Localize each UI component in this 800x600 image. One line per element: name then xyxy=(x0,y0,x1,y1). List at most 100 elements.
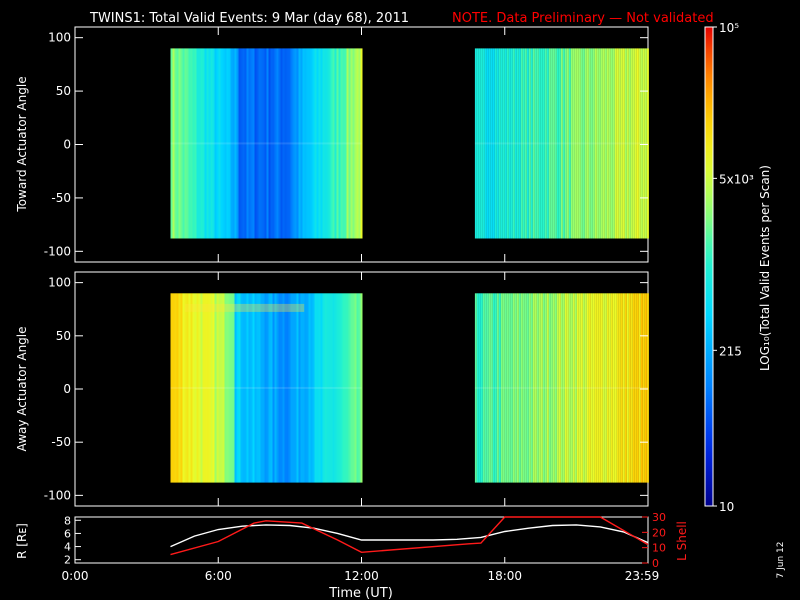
away-heatmap-column xyxy=(314,293,317,483)
away-heatmap-column xyxy=(348,293,351,483)
away-zero-angle-band xyxy=(474,386,648,389)
away-heatmap-column xyxy=(558,293,561,483)
orbit-left-ylabel: R [Rᴇ] xyxy=(15,523,29,559)
away-heatmap-column xyxy=(634,293,637,483)
toward-heatmap-column xyxy=(336,48,339,239)
toward-heatmap-column xyxy=(640,48,643,239)
away-heatmap-segment xyxy=(474,293,649,483)
toward-heatmap-column xyxy=(568,48,571,239)
toward-heatmap-column xyxy=(518,48,521,239)
away-heatmap-column xyxy=(350,293,353,483)
away-heatmap-column xyxy=(308,293,311,483)
away-heatmap-column xyxy=(260,293,263,483)
toward-heatmap-column xyxy=(522,48,525,239)
toward-heatmap-column xyxy=(642,48,645,239)
away-heatmap-column xyxy=(542,293,545,483)
toward-heatmap-column xyxy=(484,48,487,239)
toward-heatmap-column xyxy=(616,48,619,239)
away-heatmap-column xyxy=(210,293,213,483)
away-heatmap-column xyxy=(240,293,243,483)
toward-heatmap-column xyxy=(260,48,263,239)
toward-heatmap-column xyxy=(482,48,485,239)
toward-heatmap-column xyxy=(346,48,349,239)
side-date-stamp: 7 Jun 12 xyxy=(776,542,786,579)
toward-heatmap-column xyxy=(492,48,495,239)
toward-heatmap-column xyxy=(218,48,221,239)
toward-heatmap-column xyxy=(192,48,195,239)
away-heatmap-column xyxy=(196,293,199,483)
toward-heatmap-segment xyxy=(170,48,363,239)
away-heatmap-column xyxy=(620,293,623,483)
away-heatmap-column xyxy=(574,293,577,483)
away-heatmap-column xyxy=(336,293,339,483)
away-heatmap-column xyxy=(288,293,291,483)
away-heatmap-column xyxy=(616,293,619,483)
toward-heatmap-column xyxy=(234,48,237,239)
toward-heatmap-column xyxy=(302,48,305,239)
toward-heatmap-column xyxy=(644,48,647,239)
away-heatmap-column xyxy=(576,293,579,483)
toward-heatmap-column xyxy=(316,48,319,239)
away-heatmap-column xyxy=(292,293,295,483)
toward-heatmap-column xyxy=(626,48,629,239)
toward-heatmap-column xyxy=(612,48,615,239)
away-heatmap-column xyxy=(270,293,273,483)
away-heatmap-column xyxy=(482,293,485,483)
away-ylabel: Away Actuator Angle xyxy=(15,326,29,451)
toward-heatmap-column xyxy=(226,48,229,239)
away-heatmap-column xyxy=(614,293,617,483)
toward-heatmap-column xyxy=(320,48,323,239)
toward-heatmap-column xyxy=(288,48,291,239)
away-heatmap-column xyxy=(514,293,517,483)
away-heatmap-column xyxy=(310,293,313,483)
away-heatmap-column xyxy=(330,293,333,483)
toward-heatmap-column xyxy=(506,48,509,239)
away-heatmap-column xyxy=(624,293,627,483)
away-heatmap-column xyxy=(644,293,647,483)
away-heatmap-column xyxy=(564,293,567,483)
toward-heatmap-column xyxy=(500,48,503,239)
away-upper-band xyxy=(184,303,305,312)
plot-title: TWINS1: Total Valid Events: 9 Mar (day 6… xyxy=(89,11,409,26)
away-zero-angle-band xyxy=(170,386,362,389)
away-heatmap-column xyxy=(506,293,509,483)
toward-heatmap-column xyxy=(532,48,535,239)
away-heatmap-column xyxy=(512,293,515,483)
away-heatmap-column xyxy=(290,293,293,483)
away-heatmap-column xyxy=(586,293,589,483)
away-heatmap-column xyxy=(222,293,225,483)
away-heatmap-column xyxy=(510,293,513,483)
away-heatmap-column xyxy=(494,293,497,483)
away-heatmap-column xyxy=(316,293,319,483)
away-heatmap-column xyxy=(312,293,315,483)
away-heatmap-column xyxy=(532,293,535,483)
toward-heatmap-column xyxy=(534,48,537,239)
away-heatmap-column xyxy=(554,293,557,483)
time-axis-label: Time (UT) xyxy=(328,586,393,600)
away-heatmap-column xyxy=(332,293,335,483)
away-heatmap-column xyxy=(538,293,541,483)
away-heatmap-column xyxy=(204,293,207,483)
toward-heatmap-column xyxy=(322,48,325,239)
away-heatmap-column xyxy=(572,293,575,483)
away-heatmap-column xyxy=(320,293,323,483)
toward-heatmap-column xyxy=(298,48,301,239)
away-heatmap-panel: Away Actuator Angle 100 50 0 -50 -100 xyxy=(15,271,649,507)
toward-heatmap-column xyxy=(352,48,355,239)
away-heatmap-column xyxy=(254,293,257,483)
toward-heatmap-column xyxy=(572,48,575,239)
toward-heatmap-column xyxy=(628,48,631,239)
away-heatmap-column xyxy=(522,293,525,483)
away-heatmap-column xyxy=(242,293,245,483)
away-heatmap-column xyxy=(170,293,173,483)
away-heatmap-column xyxy=(498,293,501,483)
toward-heatmap-column xyxy=(358,48,361,239)
toward-heatmap-column xyxy=(280,48,283,239)
toward-heatmap-column xyxy=(476,48,479,239)
time-tick-label: 6:00 xyxy=(205,569,232,583)
away-heatmap-column xyxy=(264,293,267,483)
orbit-ytick-right-label: 0 xyxy=(652,557,659,570)
away-heatmap-column xyxy=(490,293,493,483)
away-heatmap-column xyxy=(500,293,503,483)
away-heatmap-column xyxy=(594,293,597,483)
